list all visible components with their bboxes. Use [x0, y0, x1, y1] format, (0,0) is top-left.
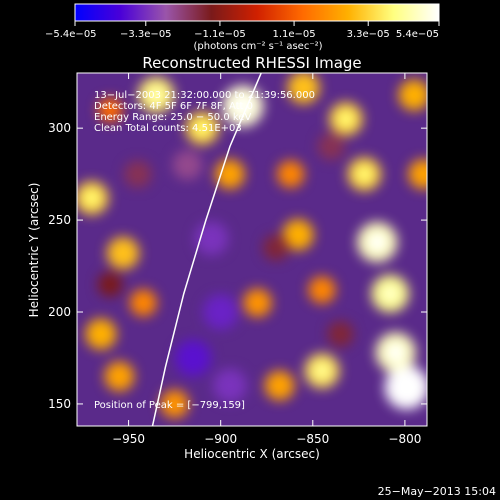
colorbar	[74, 3, 440, 22]
heatmap-bright-source	[97, 97, 123, 123]
y-axis-ticks: 150 200 250 300	[48, 121, 427, 411]
heatmap-source-core	[380, 284, 400, 303]
y-tick-label: 250	[48, 213, 71, 227]
chart-title: Reconstructed RHESSI Image	[142, 54, 361, 72]
heatmap-negative-region	[327, 321, 354, 347]
heatmap-bright-source	[277, 160, 305, 188]
annotation-clean-counts: Clean Total counts: 4.51E+03	[94, 123, 242, 134]
heatmap-bright-source	[160, 389, 189, 419]
solar-limb-line	[151, 73, 262, 426]
heatmap-source-core	[337, 110, 355, 128]
x-tick-label: −850	[296, 432, 329, 446]
heatmap-source-core	[367, 232, 388, 253]
heatmap-bright-source	[398, 79, 427, 111]
heatmap-bright-source	[104, 361, 135, 392]
annotation-time-range: 13−Jul−2003 21:32:00.000 to 21:39:56.000	[94, 90, 315, 101]
heatmap-negative-region	[213, 368, 247, 403]
heatmap-image	[77, 73, 427, 419]
heatmap-source-core	[232, 95, 254, 117]
colorbar-tick-label: 1.1e−05	[272, 29, 315, 40]
heatmap-bright-source	[287, 73, 320, 104]
colorbar-tick-label: 5.4e−05	[396, 29, 439, 40]
colorbar-tick-label: 3.3e−05	[347, 29, 390, 40]
heatmap-bright-source	[106, 237, 140, 270]
y-tick-label: 150	[48, 397, 71, 411]
heatmap-negative-region	[97, 272, 123, 297]
heatmap-negative-region	[263, 234, 289, 261]
annotation-detectors: Detectors: 4F 5F 6F 7F 8F, Att 0	[94, 101, 253, 112]
annotation-block: 13−Jul−2003 21:32:00.000 to 21:39:56.000…	[94, 90, 315, 134]
x-tick-label: −950	[112, 432, 145, 446]
peak-position-label: Position of Peak = [−799,159]	[94, 400, 245, 411]
y-axis-label: Heliocentric Y (arcsec)	[27, 183, 41, 318]
y-tick-label: 200	[48, 305, 71, 319]
heatmap-bright-source	[308, 276, 336, 304]
heatmap-negative-region	[124, 160, 152, 188]
heatmap-source-core	[313, 362, 331, 380]
y-tick-label: 300	[48, 121, 71, 135]
heatmap-negative-region	[317, 132, 345, 161]
heatmap-bright-source	[129, 289, 157, 317]
heatmap-negative-region	[203, 294, 239, 330]
heatmap-bright-source	[264, 370, 295, 401]
colorbar-ticks: −5.4e−05 −3.3e−05 −1.1e−05 1.1e−05 3.3e−05 5.…	[45, 21, 440, 40]
annotation-energy-range: Energy Range: 25.0 − 50.0 keV	[94, 112, 251, 123]
footer-timestamp: 25−May−2013 15:04	[378, 485, 496, 498]
heatmap-source-core	[395, 376, 418, 399]
colorbar-unit-label: (photons cm⁻² s⁻¹ asec⁻²)	[193, 41, 322, 52]
x-tick-label: −800	[388, 432, 421, 446]
heatmap-source-core	[147, 86, 166, 105]
heatmap-bright-source	[408, 159, 427, 189]
heatmap-bright-source	[215, 159, 245, 189]
colorbar-tick-label: −3.3e−05	[120, 29, 172, 40]
heatmap-negative-region	[174, 339, 212, 377]
x-axis-ticks: −950 −900 −850 −800	[112, 73, 421, 446]
heatmap-source-core	[193, 119, 211, 137]
heatmap-source-core	[83, 189, 101, 207]
colorbar-tick-label: −5.4e−05	[45, 29, 97, 40]
plot-area	[76, 72, 428, 427]
x-axis-label: Heliocentric X (arcsec)	[184, 447, 320, 461]
heatmap-bright-source	[85, 318, 117, 350]
heatmap-source-core	[385, 342, 406, 363]
plot-frame	[76, 72, 428, 427]
heatmap-bright-source	[282, 219, 314, 251]
heatmap-source-core	[355, 165, 373, 183]
colorbar-tick-label: −1.1e−05	[194, 29, 246, 40]
x-tick-label: −900	[204, 432, 237, 446]
heatmap-bright-source	[243, 288, 272, 318]
heatmap-negative-region	[172, 150, 203, 180]
